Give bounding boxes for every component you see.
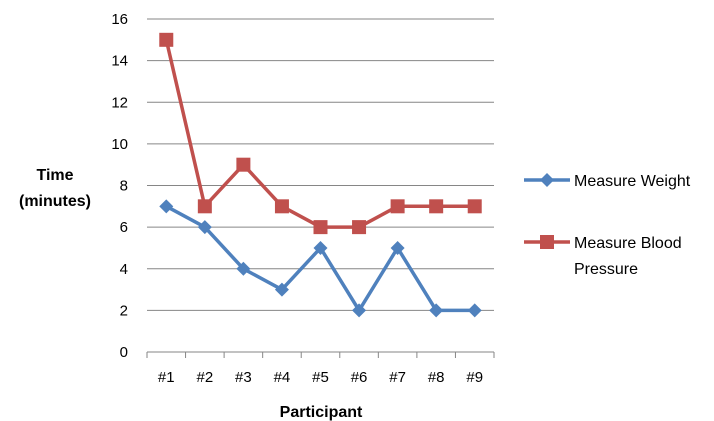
data-point — [274, 282, 289, 297]
gridlines — [147, 18, 494, 311]
data-point — [236, 157, 251, 172]
data-point — [352, 303, 367, 318]
data-point — [467, 199, 482, 214]
data-point — [390, 240, 405, 255]
legend-label-measure-weight: Measure Weight — [574, 173, 691, 190]
y-tick-label: 8 — [120, 178, 128, 195]
legend-label-measure-blood-pressure-line-1: Measure Blood — [574, 235, 682, 252]
data-point — [313, 240, 328, 255]
y-tick-label: 16 — [111, 11, 128, 28]
series-measure-blood-pressure — [159, 32, 482, 235]
legend-label-measure-blood-pressure-line-2: Pressure — [574, 261, 638, 278]
x-tick-label: #2 — [196, 369, 213, 386]
y-axis-title-line-2: (minutes) — [19, 193, 91, 210]
data-point — [197, 199, 212, 214]
data-point — [159, 32, 174, 47]
x-tick-label: #7 — [389, 369, 406, 386]
series-layer — [159, 32, 482, 318]
data-point — [429, 303, 444, 318]
y-tick-label: 2 — [120, 302, 128, 319]
y-tick-label: 4 — [120, 261, 128, 278]
x-tick-label: #6 — [351, 369, 368, 386]
y-tick-label: 0 — [120, 344, 128, 361]
y-axis-ticks: 0 2 4 6 8 10 12 14 16 — [111, 11, 128, 361]
x-tick-label: #3 — [235, 369, 252, 386]
data-point — [352, 220, 367, 235]
y-tick-label: 10 — [111, 136, 128, 153]
data-point — [236, 261, 251, 276]
data-point — [159, 199, 174, 214]
series-line-measure-blood-pressure — [164, 39, 475, 229]
data-point — [467, 303, 482, 318]
y-tick-label: 14 — [111, 53, 128, 70]
legend-item-measure-blood-pressure: Measure Blood Pressure — [524, 235, 682, 278]
x-tick-label: #1 — [158, 369, 175, 386]
data-point — [313, 220, 328, 235]
x-tick-label: #5 — [312, 369, 329, 386]
data-point — [274, 199, 289, 214]
x-tick-label: #9 — [466, 369, 483, 386]
series-measure-weight — [159, 199, 482, 318]
y-tick-label: 6 — [120, 219, 128, 236]
x-axis-title: Participant — [280, 404, 363, 421]
x-tick-label: #4 — [274, 369, 291, 386]
legend-marker-diamond — [540, 173, 554, 187]
legend-item-measure-weight: Measure Weight — [524, 173, 691, 190]
x-tick-label: #8 — [428, 369, 445, 386]
legend: Measure Weight Measure Blood Pressure — [524, 173, 691, 278]
legend-marker-square — [540, 235, 554, 249]
data-point — [197, 220, 212, 235]
y-axis-title-line-1: Time — [36, 167, 73, 184]
y-tick-label: 12 — [111, 94, 128, 111]
data-point — [390, 199, 405, 214]
data-point — [429, 199, 444, 214]
x-axis-ticks: #1 #2 #3 #4 #5 #6 #7 #8 #9 — [146, 352, 495, 386]
